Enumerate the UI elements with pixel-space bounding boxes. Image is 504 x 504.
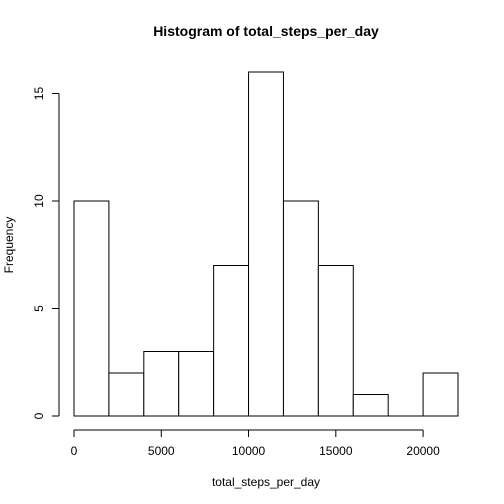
bars-group <box>73 71 459 417</box>
histogram-bar-8 <box>352 394 389 417</box>
x-tick-label-0: 0 <box>71 444 78 458</box>
chart-title: Histogram of total_steps_per_day <box>153 23 379 39</box>
histogram-bar-2 <box>143 351 180 417</box>
histogram-bar-4 <box>213 265 250 417</box>
histogram-bar-10 <box>422 372 459 417</box>
x-axis-label: total_steps_per_day <box>212 475 320 489</box>
histogram-bar-7 <box>317 265 354 417</box>
histogram-bar-6 <box>282 200 319 417</box>
x-tick-label-3: 15000 <box>319 444 353 458</box>
histogram-bar-3 <box>178 351 215 417</box>
histogram-bar-5 <box>248 71 284 417</box>
y-tick-label-3: 15 <box>32 87 46 101</box>
y-axis-label: Frequency <box>2 217 16 274</box>
x-tick-label-1: 5000 <box>148 444 175 458</box>
y-tick-label-2: 10 <box>32 194 46 208</box>
x-tick-label-4: 20000 <box>406 444 440 458</box>
histogram-bar-1 <box>108 372 145 417</box>
y-tick-label-0: 0 <box>32 412 46 419</box>
histogram-bar-0 <box>73 200 110 417</box>
y-tick-label-1: 5 <box>32 305 46 312</box>
x-axis: 0 5000 10000 15000 20000 <box>71 429 440 458</box>
x-tick-label-2: 10000 <box>232 444 266 458</box>
y-axis: 0 5 10 15 <box>32 87 60 419</box>
